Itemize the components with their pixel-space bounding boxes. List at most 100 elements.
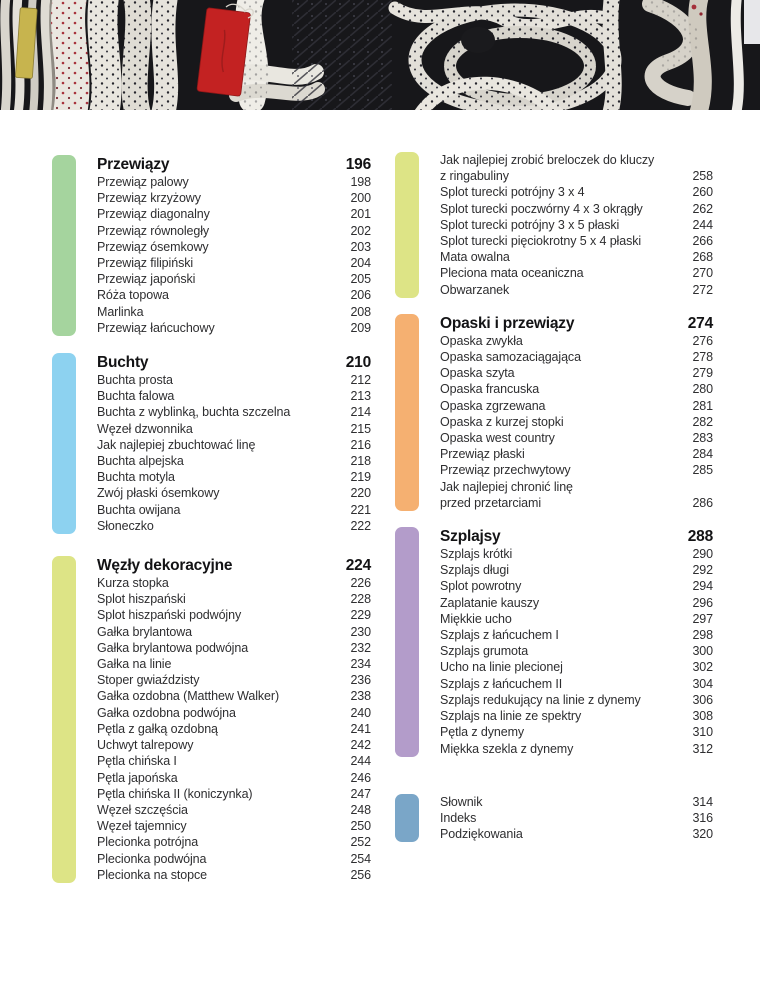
entry-title: Pętla z dynemy (440, 725, 525, 740)
entry-title: Szplajs grumota (440, 644, 529, 659)
section-heading: Opaski i przewiązy 274 (440, 314, 713, 333)
toc-entry: Buchta z wyblinką, buchta szczelna 214 (97, 404, 371, 420)
entry-title: Opaska francuska (440, 382, 540, 397)
entry-page-number: 292 (692, 563, 713, 578)
section-title: Buchty (97, 354, 149, 372)
entry-page-number: 209 (350, 320, 371, 335)
entry-title: Jak najlepiej zbuchtować linę (97, 437, 256, 452)
entry-page-number: 302 (692, 660, 713, 675)
toc-entry: Szplajs na linie ze spektry 308 (440, 708, 713, 724)
entry-title: Pętla chińska II (koniczynka) (97, 786, 253, 801)
entry-page-number: 215 (350, 421, 371, 436)
entry-title: Przewiąz równoległy (97, 223, 210, 238)
entry-title: Szplajs długi (440, 563, 509, 578)
entry-title: Jak najlepiej chronić linę przed przetar… (440, 479, 573, 510)
tag-string (225, 3, 254, 19)
entry-page-number: 201 (350, 207, 371, 222)
section-entry-list: Szplajsy 288 Szplajs krótki 290 Szplajs dług… (440, 527, 713, 757)
entry-page-number: 219 (350, 470, 371, 485)
entry-title: Przewiąz filipiński (97, 256, 194, 271)
toc-entry: Gałka ozdobna podwójna 240 (97, 705, 371, 721)
entry-title: Przewiąz płaski (440, 447, 525, 462)
toc-entry: Stoper gwiaździsty 236 (97, 672, 371, 688)
entry-page-number: 208 (350, 304, 371, 319)
entry-page-number: 200 (350, 191, 371, 206)
entry-title: Splot turecki poczwórny 4 x 3 okrągły (440, 201, 643, 216)
toc-section: Opaski i przewiązy 274 Opaska zwykła 276 Opa… (395, 313, 713, 512)
entry-title: Gałka brylantowa podwójna (97, 640, 249, 655)
entry-page-number: 272 (692, 282, 713, 297)
entry-title: Węzeł dzwonnika (97, 421, 193, 436)
toc-entry: Opaska z kurzej stopki 282 (440, 414, 713, 430)
entry-page-number: 250 (350, 819, 371, 834)
toc-section: Przewiązy 196 Przewiąz palowy 198 Przewiąz k… (52, 155, 371, 337)
entry-page-number: 281 (692, 398, 713, 413)
toc-entry: Węzeł szczęścia 248 (97, 802, 371, 818)
toc-entry: Szplajs krótki 290 (440, 546, 713, 562)
toc-entry: Przewiąz płaski 284 (440, 446, 713, 462)
entry-title: Pętla chińska I (97, 754, 177, 769)
entry-title: Przewiąz diagonalny (97, 207, 210, 222)
entry-page-number: 252 (350, 835, 371, 850)
entry-page-number: 256 (350, 867, 371, 882)
toc-entry: Splot hiszpański podwójny 229 (97, 607, 371, 623)
toc-entry: Węzeł tajemnicy 250 (97, 818, 371, 834)
entry-page-number: 232 (350, 640, 371, 655)
entry-page-number: 310 (692, 725, 713, 740)
entry-page-number: 220 (350, 486, 371, 501)
entry-page-number: 229 (350, 608, 371, 623)
entry-page-number: 296 (692, 595, 713, 610)
toc-entry: Marlinka 208 (97, 304, 371, 320)
toc-entry: Buchta alpejska 218 (97, 453, 371, 469)
toc-entry: Pleciona mata oceaniczna 270 (440, 265, 713, 281)
header-photo-ropes (0, 0, 760, 110)
toc-section: Jak najlepiej zrobić breloczek do kluczy… (395, 152, 713, 298)
entry-title: Uchwyt talrepowy (97, 738, 194, 753)
toc-entry: Opaska zgrzewana 281 (440, 398, 713, 414)
entry-page-number: 212 (350, 373, 371, 388)
entry-title: Przewiąz ósemkowy (97, 239, 209, 254)
entry-title: Splot turecki potrójny 3 x 5 płaski (440, 217, 620, 232)
section-entry-list: Buchty 210 Buchta prosta 212 Buchta falowa 21… (97, 353, 371, 534)
toc-entry: Jak najlepiej chronić linę przed przetar… (440, 479, 713, 511)
section-entry-list: Przewiązy 196 Przewiąz palowy 198 Przewiąz k… (97, 155, 371, 336)
toc-section: Słownik 314 Indeks 316 Podziękowania 320 (395, 793, 713, 843)
toc-column-right: Jak najlepiej zrobić breloczek do kluczy… (395, 152, 713, 843)
entry-page-number: 240 (350, 705, 371, 720)
toc-entry: Szplajs z łańcuchem II 304 (440, 676, 713, 692)
section-title: Opaski i przewiązy (440, 314, 575, 332)
entry-page-number: 278 (692, 350, 713, 365)
toc-entry: Przewiąz japoński 205 (97, 271, 371, 287)
entry-page-number: 320 (692, 827, 713, 842)
entry-page-number: 282 (692, 414, 713, 429)
entry-title: Zwój płaski ósemkowy (97, 486, 220, 501)
entry-title: Opaska zgrzewana (440, 398, 546, 413)
toc-entry: Podziękowania 320 (440, 826, 713, 842)
entry-title: Kurza stopka (97, 576, 169, 591)
entry-page-number: 312 (692, 741, 713, 756)
entry-title: Jak najlepiej zrobić breloczek do kluczy… (440, 153, 655, 184)
toc-entry: Szplajs długi 292 (440, 562, 713, 578)
entry-page-number: 244 (692, 217, 713, 232)
toc-entry: Buchta motyla 219 (97, 469, 371, 485)
section-page-number: 224 (345, 557, 371, 575)
section-color-bar (52, 353, 76, 535)
entry-title: Podziękowania (440, 827, 523, 842)
section-heading: Węzły dekoracyjne 224 (97, 556, 371, 575)
entry-title: Przewiąz japoński (97, 272, 196, 287)
entry-page-number: 246 (350, 770, 371, 785)
toc-entry: Zaplatanie kauszy 296 (440, 595, 713, 611)
entry-title: Zaplatanie kauszy (440, 595, 540, 610)
toc-entry: Węzeł dzwonnika 215 (97, 421, 371, 437)
toc-entry: Splot turecki potrójny 3 x 5 płaski 244 (440, 217, 713, 233)
red-tag (196, 7, 251, 97)
toc-entry: Opaska szyta 279 (440, 365, 713, 381)
toc-entry: Przewiąz krzyżowy 200 (97, 190, 371, 206)
section-heading: Buchty 210 (97, 353, 371, 372)
entry-page-number: 198 (350, 175, 371, 189)
toc-entry: Opaska francuska 280 (440, 381, 713, 397)
entry-title: Róża topowa (97, 288, 169, 303)
entry-title: Przewiąz łańcuchowy (97, 320, 215, 335)
entry-title: Węzeł tajemnicy (97, 819, 187, 834)
toc-section: Buchty 210 Buchta prosta 212 Buchta falowa 21… (52, 353, 371, 535)
